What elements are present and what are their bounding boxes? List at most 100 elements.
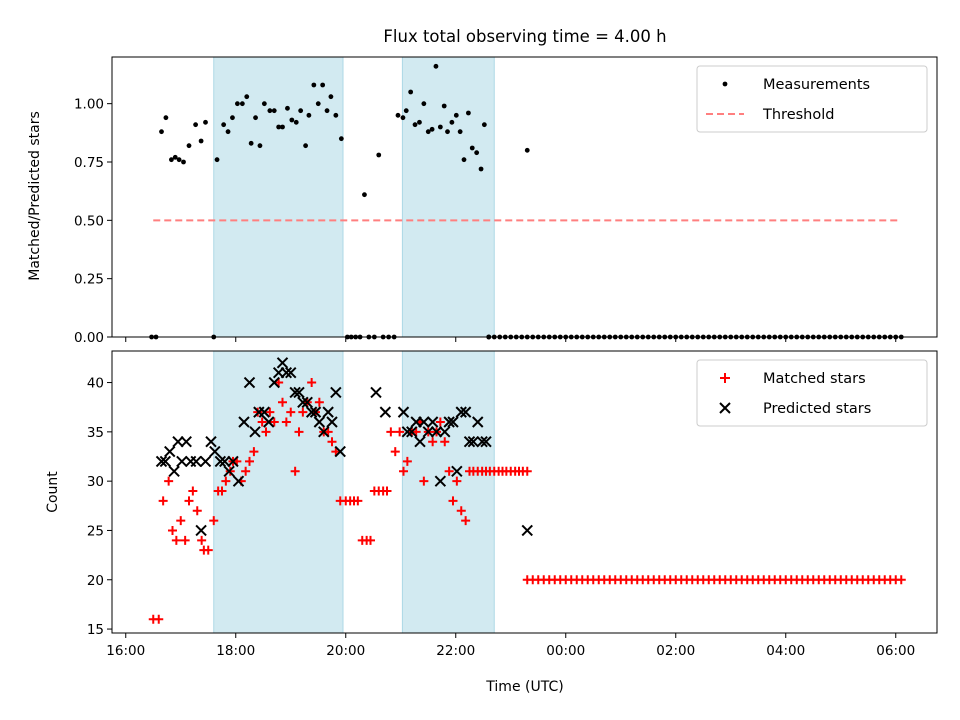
legend-box <box>696 359 928 427</box>
measurement-point <box>235 101 240 107</box>
predicted-star-point <box>205 436 217 448</box>
measurement-point <box>437 124 443 130</box>
predicted-star-point <box>301 396 313 408</box>
matched-star-point <box>444 466 454 476</box>
predicted-star-point <box>309 406 322 418</box>
predicted-star-point <box>334 445 346 458</box>
matched-star-point <box>290 466 300 476</box>
matched-star-point <box>353 496 363 506</box>
measurement-point <box>293 119 299 125</box>
matched-star-point <box>395 427 405 437</box>
legend: Matched stars Predicted stars <box>696 359 928 427</box>
predicted-star-point <box>180 436 192 448</box>
matched-star-point <box>154 614 164 624</box>
matched-star-point <box>298 407 308 417</box>
matched-star-point <box>180 535 190 545</box>
measurement-point <box>280 124 285 130</box>
y-tick-label: 25 <box>87 523 104 539</box>
bottom-panel: 15 20 25 30 35 40 16:00 18:00 20:00 22:00 00:00 02:… <box>87 350 938 659</box>
measurement-point <box>315 101 321 107</box>
chart-title: Flux total observing time = 4.00 h <box>383 27 666 46</box>
matched-star-point <box>366 535 375 545</box>
predicted-star-point <box>313 416 326 428</box>
matched-star-point <box>192 506 202 516</box>
predicted-star-point <box>223 465 235 478</box>
legend: Measurements Threshold <box>696 65 928 133</box>
measurement-point <box>324 108 330 114</box>
measurement-point <box>461 157 467 163</box>
measurement-point <box>474 150 480 156</box>
matched-star-point <box>307 378 317 388</box>
predicted-star-point <box>268 376 280 389</box>
predicted-star-point <box>305 406 318 418</box>
predicted-star-point <box>249 426 261 438</box>
x-tick-label: 02:00 <box>656 643 695 659</box>
matched-star-point <box>419 476 429 486</box>
matched-star-point <box>399 466 408 476</box>
predicted-star-point <box>258 406 271 418</box>
predicted-star-point <box>467 436 480 448</box>
bottom-xlabel: Time (UTC) <box>485 679 563 695</box>
top-panel: 0.00 0.25 0.50 0.75 1.00 Measurements Threshol… <box>74 56 938 346</box>
predicted-star-point <box>422 426 434 438</box>
y-tick-label: 0.00 <box>74 330 104 346</box>
predicted-star-point <box>172 436 184 448</box>
measurement-point <box>524 147 530 153</box>
predicted-star-point <box>238 416 250 428</box>
axes-frame <box>111 350 938 634</box>
predicted-star-point <box>176 455 188 468</box>
measurement-point <box>433 63 439 69</box>
x-tick-label: 18:00 <box>216 643 255 659</box>
predicted-star-point <box>227 455 239 468</box>
measurement-point <box>362 192 367 198</box>
predicted-star-point <box>168 465 180 478</box>
measurement-point <box>198 138 204 144</box>
legend-label: Matched stars <box>763 371 866 387</box>
y-tick-label: 40 <box>87 376 104 392</box>
predicted-star-point <box>418 416 430 428</box>
matched-star-point <box>428 437 438 447</box>
measurement-point <box>163 115 169 121</box>
measurement-point <box>298 108 304 114</box>
predicted-star-point <box>243 376 256 389</box>
measurement-point <box>289 117 295 123</box>
matched-star-point <box>265 407 275 417</box>
predicted-star-point <box>426 416 439 428</box>
measurement-point <box>276 124 282 130</box>
predicted-star-point <box>459 406 472 418</box>
predicted-star-point <box>430 426 443 438</box>
matched-star-point <box>209 516 219 526</box>
measurement-point <box>478 166 484 172</box>
measurement-point <box>333 112 339 118</box>
matched-star-point <box>281 417 291 427</box>
x-tick-label: 04:00 <box>766 643 805 659</box>
predicted-star-point <box>370 386 382 399</box>
measurement-point <box>376 152 382 158</box>
measurement-point <box>469 145 475 151</box>
predicted-star-point <box>164 445 176 458</box>
measurement-point <box>400 115 406 121</box>
measurement-point <box>453 112 459 118</box>
matched-star-point <box>522 466 532 476</box>
measurement-point <box>221 122 227 128</box>
measurement-point <box>244 94 250 100</box>
matched-star-point <box>241 466 251 476</box>
x-tick-label: 06:00 <box>876 643 915 659</box>
predicted-star-point <box>209 445 221 458</box>
matched-star-point <box>176 516 186 526</box>
y-tick-label: 0.25 <box>74 272 104 288</box>
matched-star-point <box>382 486 392 496</box>
predicted-star-point <box>439 426 451 438</box>
measurement-point <box>239 101 245 107</box>
matched-star-point <box>221 476 231 486</box>
predicted-star-point <box>285 366 297 379</box>
matched-star-point <box>261 427 271 437</box>
predicted-star-point <box>280 366 293 379</box>
legend-box <box>696 65 928 133</box>
measurement-point <box>457 129 463 135</box>
matched-star-point <box>164 476 174 486</box>
measurement-point <box>267 108 273 114</box>
measurement-point <box>441 103 447 109</box>
measurement-point <box>425 129 431 135</box>
